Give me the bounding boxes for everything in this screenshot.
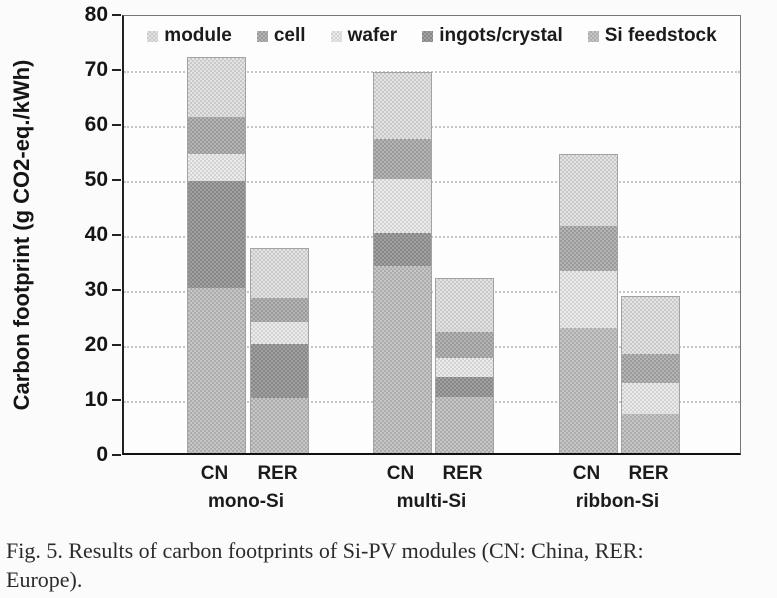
bar-multi-si-rer — [435, 278, 494, 453]
gridline-50 — [124, 181, 740, 183]
y-tick-label-20: 20 — [84, 333, 108, 356]
y-tick-label-50: 50 — [84, 168, 108, 191]
legend-swatch-icon-cell — [256, 30, 268, 42]
bar-multi-si-cn — [373, 72, 432, 453]
segment-cell — [436, 332, 493, 358]
gridline-60 — [124, 126, 740, 128]
segment-si-feedstock — [251, 398, 308, 453]
bar-mono-si-cn — [187, 57, 246, 453]
segment-si-feedstock — [436, 396, 493, 453]
group-label-multi-si: multi-Si — [396, 491, 467, 512]
stacked-bar-chart: Carbon footprint (g CO2-eq./kWh) 0 10 20 30… — [9, 3, 741, 512]
caption-line-2: Europe). — [6, 567, 83, 593]
legend-label-cell: cell — [273, 25, 306, 46]
segment-wafer — [560, 271, 617, 328]
group-label-mono-si: mono-Si — [208, 491, 284, 512]
y-tick-mark-40 — [112, 234, 121, 236]
y-tick-mark-60 — [112, 124, 121, 126]
legend-label-module: module — [164, 25, 232, 46]
gridline-10 — [124, 401, 740, 403]
segment-cell — [560, 225, 617, 272]
segment-module — [188, 57, 245, 118]
segment-wafer — [188, 153, 245, 182]
segment-si-feedstock — [374, 266, 431, 453]
segment-module — [622, 297, 679, 355]
segment-si-feedstock — [622, 414, 679, 453]
y-tick-label-10: 10 — [84, 388, 108, 411]
legend-swatch-icon-si-feedstock — [587, 30, 599, 42]
gridline-20 — [124, 346, 740, 348]
group-label-ribbon-si: ribbon-Si — [575, 491, 660, 512]
x-tick-label-multi-si-rer: RER — [442, 463, 483, 484]
y-tick-mark-70 — [112, 69, 121, 71]
segment-module — [251, 248, 308, 299]
segment-wafer — [436, 357, 493, 378]
segment-wafer — [374, 178, 431, 233]
segment-si-feedstock — [560, 327, 617, 453]
x-tick-label-mono-si-cn: CN — [200, 463, 229, 484]
segment-ingots-crystal — [436, 377, 493, 397]
x-tick-label-multi-si-cn: CN — [386, 463, 415, 484]
segment-wafer — [622, 382, 679, 415]
legend-item-cell: cell — [256, 25, 306, 47]
legend-swatch-icon-module — [147, 30, 159, 42]
figure-caption: Fig. 5. Results of carbon footprints of … — [6, 536, 771, 594]
x-tick-label-mono-si-rer: RER — [257, 463, 298, 484]
segment-cell — [374, 139, 431, 179]
legend-item-module: module — [147, 25, 232, 47]
x-tick-label-ribbon-si-rer: RER — [628, 463, 669, 484]
legend-label-wafer: wafer — [347, 25, 398, 46]
segment-si-feedstock — [188, 288, 245, 453]
segment-ingots-crystal — [251, 343, 308, 399]
gridline-70 — [124, 71, 740, 73]
y-tick-mark-30 — [112, 289, 121, 291]
y-tick-label-80: 80 — [84, 3, 108, 26]
y-axis-title: Carbon footprint (g CO2-eq./kWh) — [9, 59, 34, 411]
y-tick-label-30: 30 — [84, 278, 108, 301]
segment-cell — [251, 298, 308, 323]
plot-area: module cell wafer ingots/crystal Si feedstoc… — [122, 15, 741, 455]
segment-module — [436, 278, 493, 333]
caption-line-1: Fig. 5. Results of carbon footprints of … — [6, 538, 644, 563]
segment-wafer — [251, 322, 308, 344]
legend: module cell wafer ingots/crystal Si feedstoc… — [124, 25, 740, 47]
bar-ribbon-si-cn — [559, 154, 618, 453]
bar-mono-si-rer — [250, 248, 309, 453]
segment-module — [374, 72, 431, 140]
legend-item-ingots-crystal: ingots/crystal — [422, 25, 563, 47]
segment-cell — [622, 354, 679, 383]
x-tick-label-ribbon-si-cn: CN — [572, 463, 601, 484]
y-tick-label-60: 60 — [84, 113, 108, 136]
y-tick-mark-10 — [112, 399, 121, 401]
legend-item-si-feedstock: Si feedstock — [587, 25, 717, 47]
segment-cell — [188, 117, 245, 154]
y-tick-label-40: 40 — [84, 223, 108, 246]
y-tick-label-0: 0 — [96, 443, 108, 466]
gridline-40 — [124, 236, 740, 238]
segment-ingots-crystal — [374, 232, 431, 267]
segment-module — [560, 154, 617, 226]
y-tick-mark-50 — [112, 179, 121, 181]
legend-swatch-icon-wafer — [330, 30, 342, 42]
gridline-30 — [124, 291, 740, 293]
legend-swatch-icon-ingots-crystal — [422, 30, 434, 42]
y-tick-mark-80 — [112, 14, 121, 16]
bar-ribbon-si-rer — [621, 296, 680, 453]
legend-label-ingots-crystal: ingots/crystal — [439, 25, 563, 46]
y-tick-mark-0 — [112, 454, 121, 456]
legend-label-si-feedstock: Si feedstock — [604, 25, 717, 46]
y-tick-label-70: 70 — [84, 58, 108, 81]
y-tick-mark-20 — [112, 344, 121, 346]
legend-item-wafer: wafer — [330, 25, 398, 47]
segment-ingots-crystal — [188, 181, 245, 289]
